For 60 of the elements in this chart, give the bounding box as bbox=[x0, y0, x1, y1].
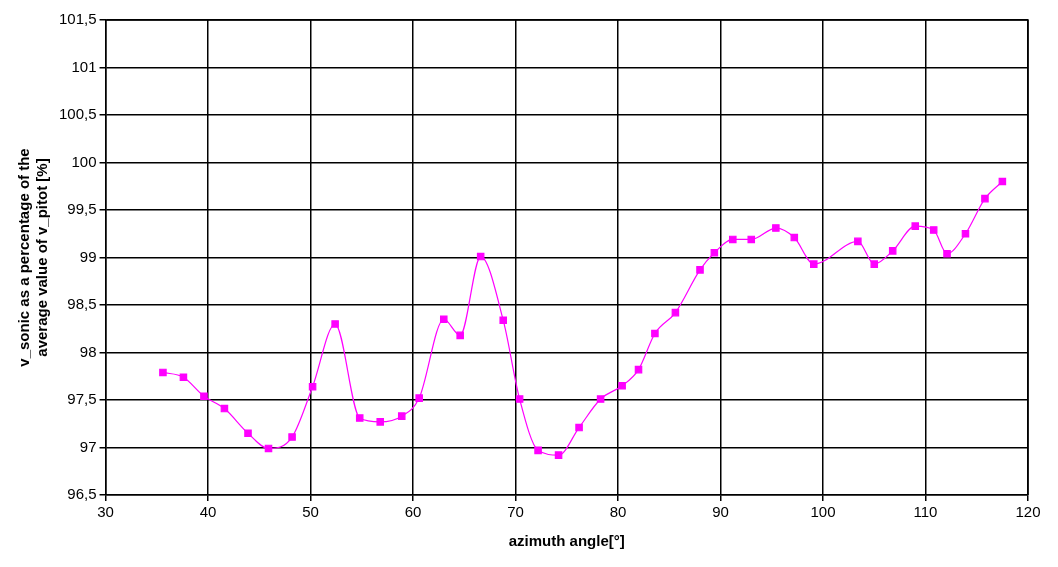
point bbox=[476, 252, 485, 261]
point bbox=[554, 451, 563, 459]
y-tick-label: 97,5 bbox=[67, 390, 97, 408]
point bbox=[854, 237, 862, 246]
point bbox=[159, 368, 167, 377]
point bbox=[810, 260, 818, 268]
point bbox=[515, 395, 524, 403]
point bbox=[596, 395, 605, 403]
point bbox=[439, 315, 448, 324]
point bbox=[911, 222, 920, 230]
point bbox=[575, 423, 583, 432]
point bbox=[790, 233, 799, 242]
point bbox=[308, 382, 317, 391]
point bbox=[618, 381, 626, 390]
point bbox=[929, 226, 938, 234]
point bbox=[244, 429, 252, 438]
point bbox=[499, 316, 507, 324]
point bbox=[943, 249, 951, 258]
x-tick-label: 40 bbox=[199, 503, 217, 521]
point bbox=[747, 235, 756, 244]
x-tick-label: 110 bbox=[913, 503, 938, 521]
x-tick-label: 90 bbox=[712, 503, 729, 521]
point bbox=[772, 224, 780, 232]
y-axis-title: v_sonic as a percentage of the average value of v_pitot [%] bbox=[15, 148, 51, 367]
y-tick-label: 101 bbox=[71, 57, 97, 75]
x-tick-label: 100 bbox=[810, 503, 836, 521]
point bbox=[534, 446, 542, 455]
point bbox=[981, 194, 989, 203]
point bbox=[179, 373, 188, 381]
point bbox=[376, 418, 385, 426]
point bbox=[355, 414, 364, 422]
point bbox=[415, 394, 423, 402]
point bbox=[288, 433, 296, 441]
y-tick-label: 101,5 bbox=[58, 10, 97, 28]
point bbox=[961, 229, 970, 238]
x-axis-title: azimuth angle[°] bbox=[508, 532, 625, 550]
point bbox=[870, 260, 879, 268]
x-tick-label: 50 bbox=[302, 503, 319, 521]
point bbox=[710, 248, 719, 257]
point bbox=[397, 412, 406, 420]
y-tick-label: 97 bbox=[79, 437, 97, 455]
x-tick-label: 120 bbox=[1015, 503, 1041, 521]
y-tick-label: 100,5 bbox=[58, 105, 97, 123]
x-tick-label: 60 bbox=[404, 503, 422, 521]
y-tick-label: 99,5 bbox=[67, 200, 97, 218]
point bbox=[456, 331, 464, 340]
x-tick-label: 70 bbox=[507, 503, 524, 521]
y-tick-label: 98 bbox=[79, 342, 97, 360]
y-tick-label: 96,5 bbox=[67, 485, 97, 503]
point bbox=[200, 392, 208, 400]
point bbox=[331, 320, 339, 328]
point bbox=[696, 266, 704, 274]
y-tick-label: 98,5 bbox=[67, 295, 97, 313]
y-tick-label: 99 bbox=[79, 247, 97, 265]
x-tick-label: 80 bbox=[609, 503, 627, 521]
y-tick-label: 100 bbox=[71, 152, 97, 170]
point bbox=[651, 329, 659, 338]
x-tick-label: 30 bbox=[97, 503, 114, 521]
point bbox=[888, 247, 897, 255]
point bbox=[729, 235, 737, 244]
